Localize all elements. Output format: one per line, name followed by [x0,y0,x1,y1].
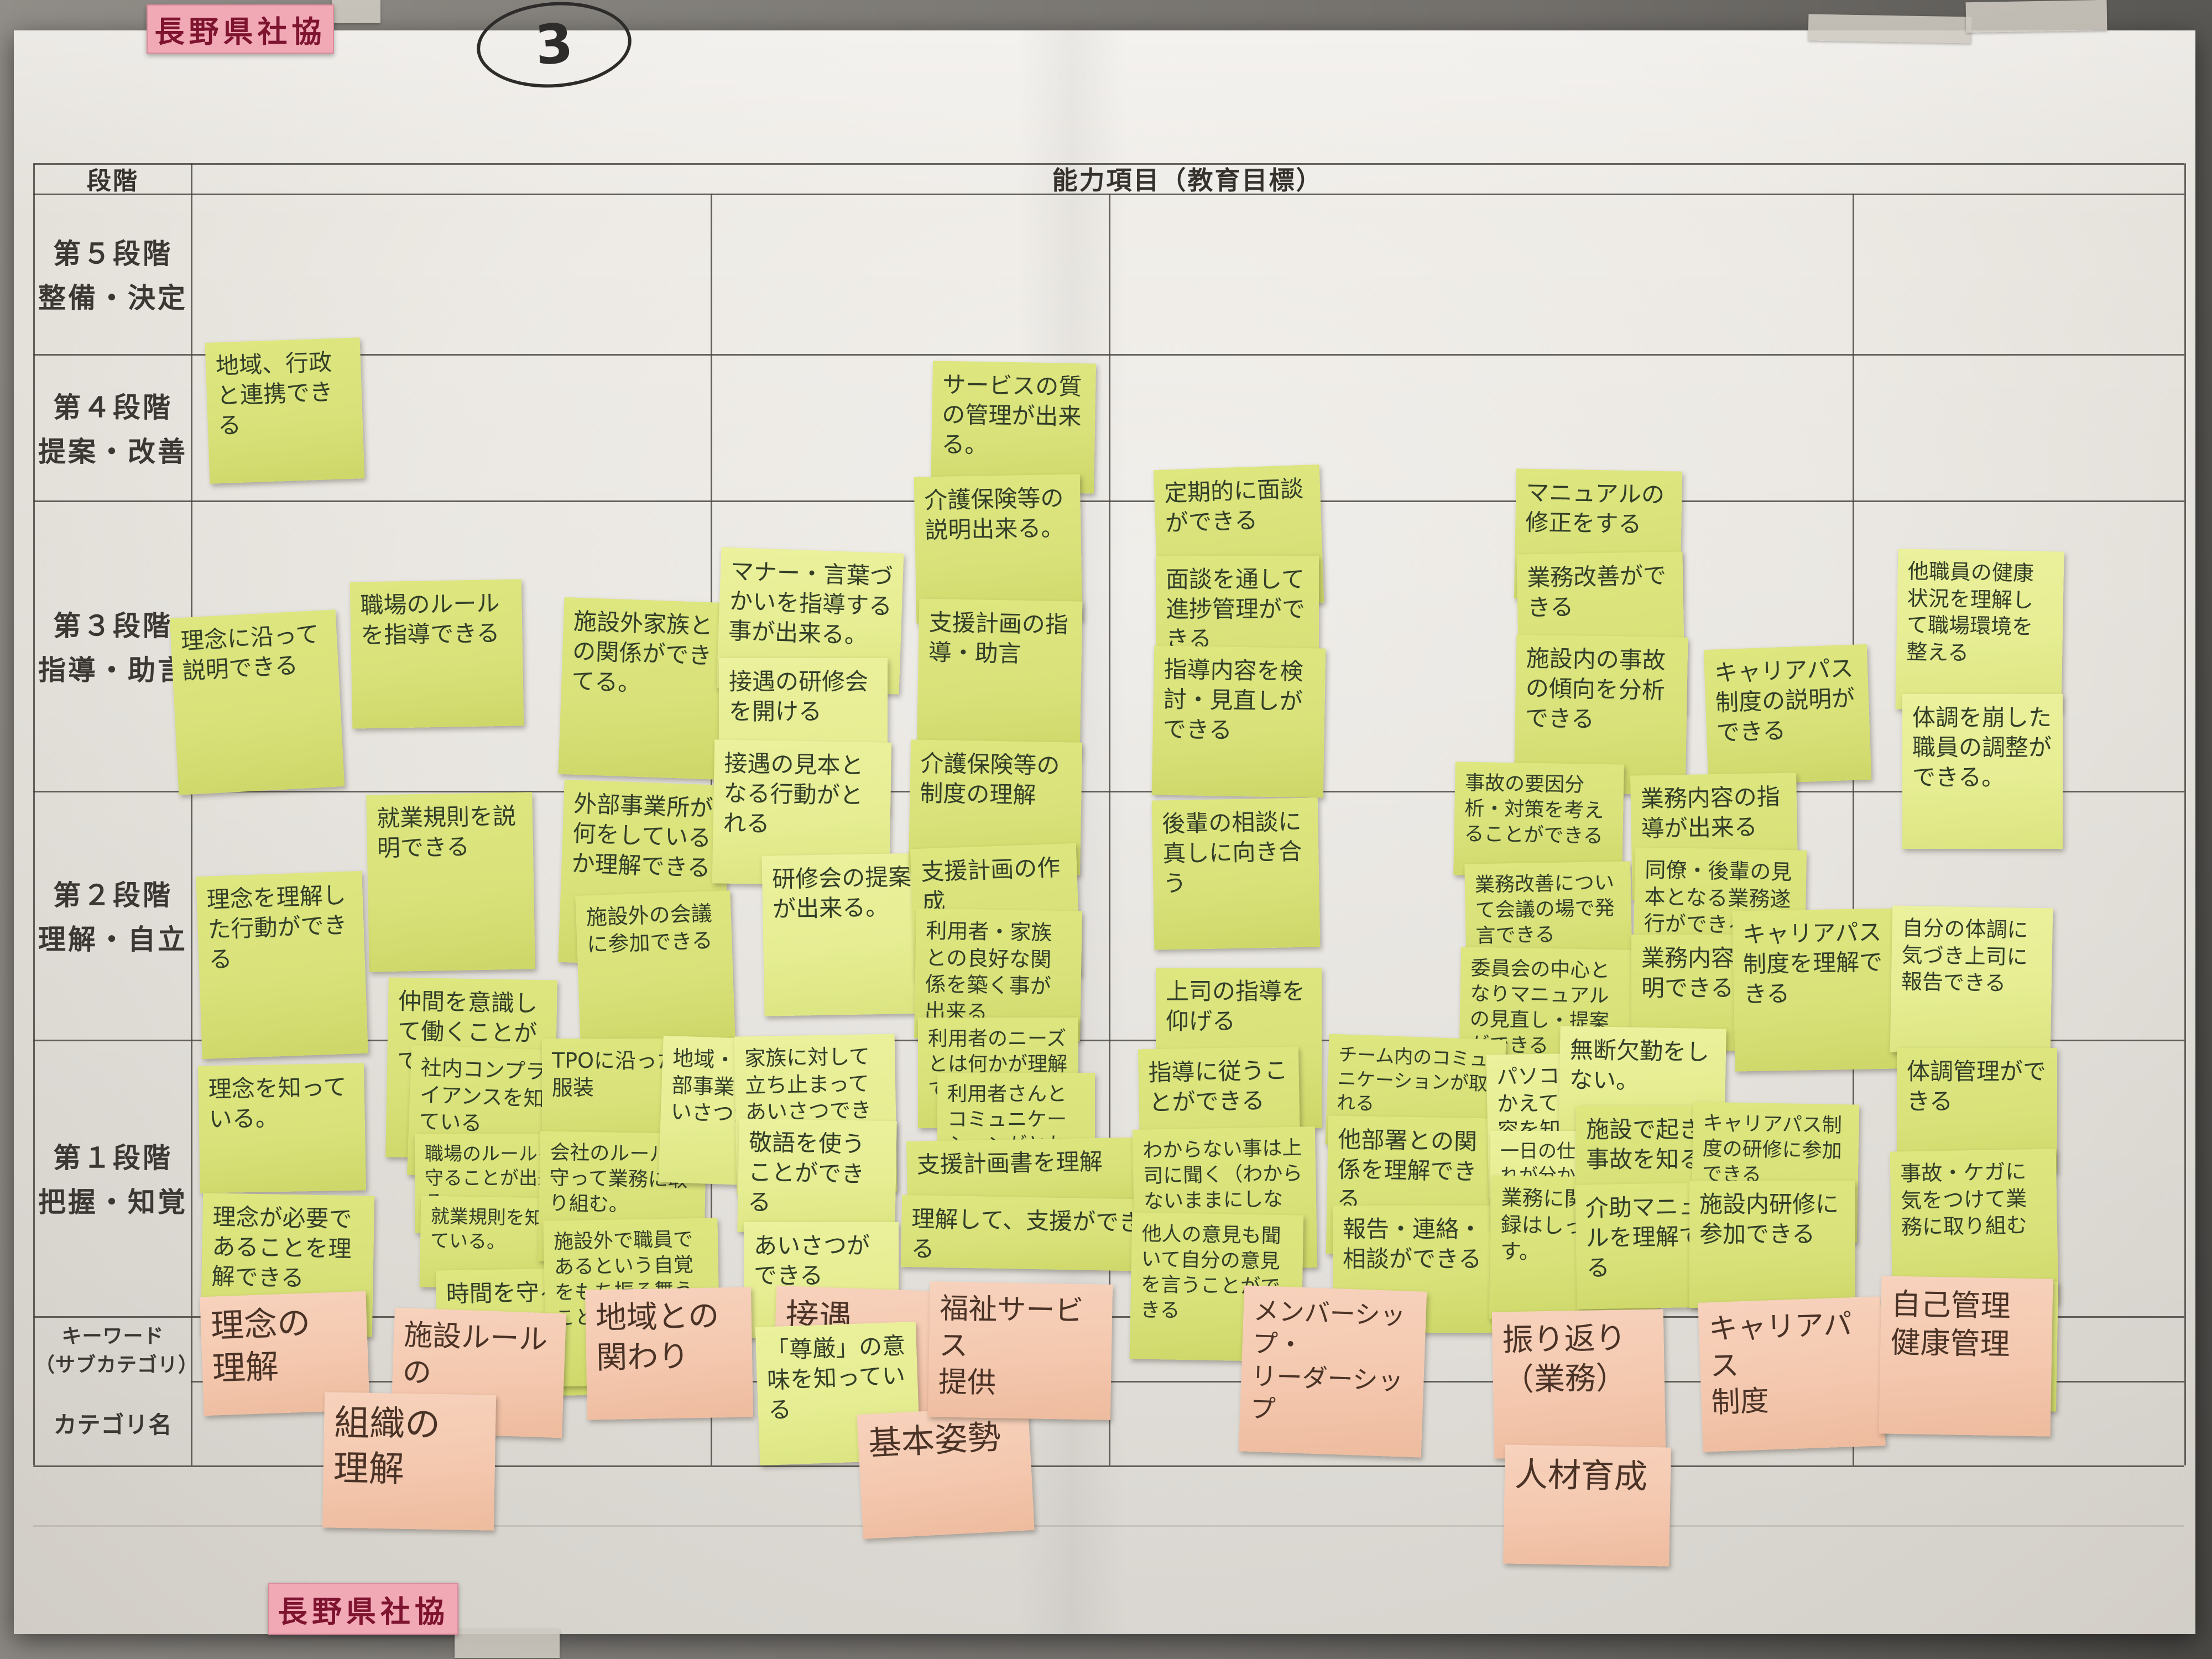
sticky-note[interactable]: 地域、行政と連携できる [205,337,365,484]
grid-line [191,163,192,1465]
ability-column-header: 能力項目（教育目標） [1052,165,1323,195]
grid-line [33,163,35,1465]
sticky-note[interactable]: 体調を崩した職員の調整ができる。 [1902,694,2063,849]
sticky-note[interactable]: 事故の要因分析・対策を考えることができる [1453,761,1624,878]
paper-crease [33,1525,2184,1527]
grid-line [1109,194,1110,1465]
stage-label-4: 第４段階 提案・改善 [38,391,187,468]
sticky-note[interactable]: 福祉サービス 提供 [927,1281,1113,1420]
sticky-note[interactable]: 指導内容を検討・見直しができる [1151,645,1326,798]
sticky-note[interactable]: 他職員の健康状況を理解して職場環境を整える [1895,549,2064,712]
sticky-note[interactable]: キャリアパス 制度 [1698,1296,1886,1452]
sticky-note[interactable]: メンバーシップ・ リーダーシップ [1238,1285,1427,1458]
sticky-note[interactable]: 支援計画の指導・助言 [916,598,1083,759]
stage-label-3: 第３段階 指導・助言 [38,609,187,686]
tape-strip [455,1629,560,1658]
sticky-note[interactable]: 研修会の提案が出来る。 [761,853,936,1016]
sticky-note[interactable]: キャリアパス制度を理解できる [1732,908,1901,1072]
sticky-note[interactable]: サービスの質の管理が出来る。 [930,361,1097,494]
sticky-note[interactable]: 施設内研修に参加できる [1689,1181,1855,1308]
sticky-note[interactable]: 人材育成 [1503,1444,1671,1567]
sticky-note[interactable]: 振り返り （業務） [1491,1309,1666,1459]
stage-label-2: 第２段階 理解・自立 [38,879,187,956]
sticky-note[interactable]: 組織の 理解 [322,1392,497,1531]
sticky-note[interactable]: 地域との 関わり [585,1287,754,1420]
grid-line [33,163,2184,165]
sticky-note[interactable]: 後輩の相談に真しに向き合う [1151,797,1321,950]
sticky-note[interactable]: 敬語を使うことができる [737,1118,897,1235]
sticky-note[interactable]: 就業規則を説明できる [366,792,535,972]
org-name-tag-top: 長野県社協 [147,4,334,54]
tape-strip [332,0,380,23]
stage-label-5: 第５段階 整備・決定 [38,238,187,314]
sticky-note[interactable]: 理念を理解した行動ができる [196,870,368,1060]
grid-line [1853,194,1854,1465]
sticky-note[interactable]: 理念に沿って説明できる [169,609,345,795]
sticky-note[interactable]: 職場のルールを指導できる [349,579,524,729]
sticky-note[interactable]: 自己管理 健康管理 [1879,1276,2053,1437]
stage-column-header: 段階 [87,167,139,195]
stage-label-1: 第１段階 把握・知覚 [38,1142,187,1218]
keyword-row-label: キーワード （サブカテゴリ） [35,1324,199,1376]
sticky-note[interactable]: 基本姿勢 [857,1406,1035,1539]
sticky-note[interactable]: キャリアパス制度の説明ができる [1703,644,1872,786]
org-name-tag-bottom: 長野県社協 [268,1583,458,1635]
grid-line [2184,163,2186,1465]
sticky-note[interactable]: 自分の体調に気づき上司に報告できる [1890,905,2053,1055]
sticky-note[interactable]: 施設外家族との関係ができてる。 [558,597,728,780]
grid-line [191,1381,2184,1383]
grid-line [33,1465,2184,1467]
category-row-label: カテゴリ名 [53,1411,173,1438]
sticky-note[interactable]: 理解して、支援ができる [900,1194,1162,1272]
sticky-note[interactable]: 施設外の会議に参加できる [575,890,735,1045]
sticky-note[interactable]: 理念を知っている。 [198,1063,366,1193]
